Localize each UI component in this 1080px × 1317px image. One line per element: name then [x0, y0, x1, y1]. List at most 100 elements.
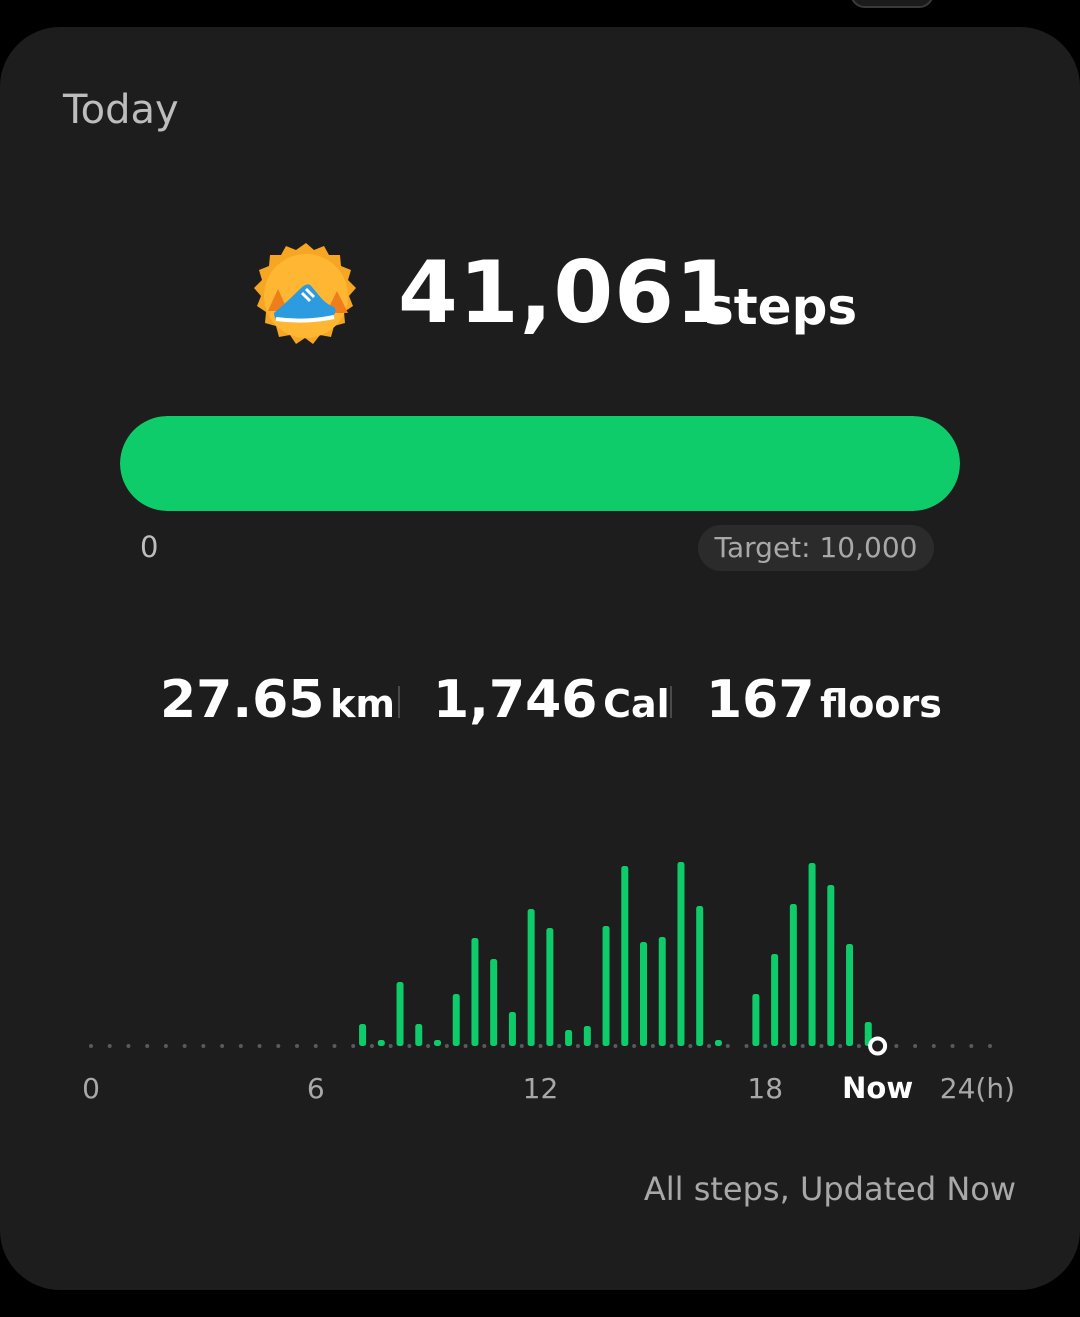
hour-bar: [846, 944, 854, 1046]
x-tick-label: 12: [523, 1072, 559, 1105]
baseline-dot: [744, 1044, 749, 1048]
baseline-dot: [613, 1044, 618, 1048]
hour-bar: [433, 1040, 441, 1046]
today-steps-card[interactable]: [0, 27, 1080, 1290]
baseline-dot: [931, 1044, 936, 1048]
baseline-dot: [501, 1044, 506, 1048]
baseline-dot: [220, 1044, 225, 1048]
floors-value: 167: [706, 670, 815, 730]
distance-unit: km: [330, 682, 395, 726]
baseline-dot: [257, 1044, 262, 1048]
baseline-dot: [407, 1044, 412, 1048]
baseline-dot: [763, 1044, 768, 1048]
calories-value: 1,746: [433, 670, 598, 730]
hour-bar: [508, 1012, 516, 1046]
stat-divider: [398, 686, 400, 718]
hour-bar: [471, 938, 479, 1046]
hour-bar: [452, 994, 460, 1046]
top-handle: [850, 0, 934, 8]
baseline-dot: [126, 1044, 131, 1048]
steps-unit: steps: [704, 278, 858, 336]
baseline-dot: [725, 1044, 730, 1048]
baseline-dot: [538, 1044, 543, 1048]
distance-stat: 27.65 km: [160, 670, 395, 730]
hour-bar: [714, 1040, 722, 1046]
floors-unit: floors: [820, 682, 942, 726]
x-tick-label: 0: [82, 1072, 100, 1105]
hour-bar: [677, 862, 685, 1046]
hourly-steps-chart[interactable]: 0 6 12 18 Now 24(h): [0, 820, 1080, 1120]
steps-progress-fill: [120, 416, 960, 511]
baseline-dot: [669, 1044, 674, 1048]
baseline-dot: [444, 1044, 449, 1048]
baseline-dot: [482, 1044, 487, 1048]
hour-bar: [377, 1040, 385, 1046]
hourly-steps-svg: 0 6 12 18 Now 24(h): [82, 862, 1015, 1105]
distance-value: 27.65: [160, 670, 325, 730]
baseline-dot: [688, 1044, 693, 1048]
hour-bar: [565, 1030, 573, 1046]
running-shoe-icon: [254, 243, 356, 344]
baseline-dot: [332, 1044, 337, 1048]
baseline-dot: [519, 1044, 524, 1048]
baseline-dot: [276, 1044, 281, 1048]
baseline-dot: [369, 1044, 374, 1048]
hour-bar: [546, 928, 554, 1046]
hour-bar: [359, 1024, 367, 1046]
steps-progress-bar: [120, 416, 960, 511]
baseline-dot: [969, 1044, 974, 1048]
updated-note: All steps, Updated Now: [643, 1170, 1016, 1208]
baseline-dot: [463, 1044, 468, 1048]
baseline-dot: [894, 1044, 899, 1048]
stat-divider: [670, 686, 672, 718]
x-tick-label: 24(h): [940, 1072, 1015, 1105]
calories-unit: Cal: [603, 682, 670, 726]
hour-bar: [808, 863, 816, 1046]
hour-bar: [602, 926, 610, 1046]
hour-bar: [490, 959, 498, 1046]
baseline-dot: [800, 1044, 805, 1048]
baseline-dot: [163, 1044, 168, 1048]
baseline-dot: [988, 1044, 992, 1048]
steps-summary: 41,061 steps: [0, 233, 1080, 353]
baseline-dot: [295, 1044, 300, 1048]
hour-bar: [789, 904, 797, 1046]
x-tick-label: 6: [307, 1072, 325, 1105]
x-tick-label: 18: [747, 1072, 783, 1105]
hour-bar: [658, 937, 666, 1046]
baseline-dot: [107, 1044, 112, 1048]
now-marker: [868, 1036, 888, 1056]
progress-min-label: 0: [140, 530, 159, 564]
baseline-dot: [89, 1044, 93, 1048]
hour-bar: [752, 994, 760, 1046]
baseline-dot: [238, 1044, 243, 1048]
baseline-dot: [632, 1044, 637, 1048]
baseline-dot: [838, 1044, 843, 1048]
baseline-dot: [145, 1044, 150, 1048]
baseline-dot: [819, 1044, 824, 1048]
target-label[interactable]: Target: 10,000: [698, 525, 934, 571]
hour-bar: [696, 906, 704, 1046]
steps-count: 41,061: [398, 243, 736, 343]
baseline-dot: [557, 1044, 562, 1048]
baseline-dot: [707, 1044, 712, 1048]
activity-stats: 27.65 km 1,746 Cal 167 floors: [0, 670, 1080, 740]
hour-bar: [640, 942, 648, 1046]
baseline-dot: [650, 1044, 655, 1048]
hour-bar: [527, 909, 535, 1046]
hour-bar: [583, 1026, 591, 1046]
baseline-dot: [950, 1044, 955, 1048]
baseline-dot: [856, 1044, 861, 1048]
hour-bar: [771, 954, 779, 1046]
x-tick-label: Now: [842, 1071, 913, 1105]
baseline-dot: [388, 1044, 393, 1048]
baseline-dot: [351, 1044, 356, 1048]
baseline-dot: [781, 1044, 786, 1048]
hour-bar: [621, 866, 629, 1046]
hour-bar: [827, 885, 835, 1046]
baseline-dot: [594, 1044, 599, 1048]
hour-bar: [396, 982, 404, 1046]
card-title: Today: [63, 87, 179, 133]
baseline-dot: [575, 1044, 580, 1048]
hour-bar: [415, 1024, 423, 1046]
